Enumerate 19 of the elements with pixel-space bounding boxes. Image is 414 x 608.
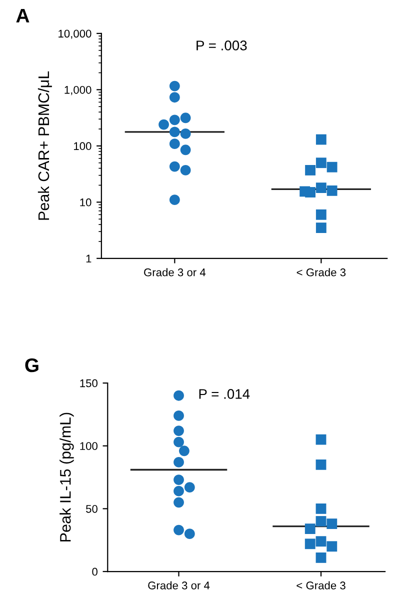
y-tick-label: 10	[80, 198, 92, 206]
y-axis-title: Peak IL-15 (pg/mL)	[60, 412, 74, 542]
x-tick-label: Grade 3 or 4	[144, 268, 206, 276]
y-axis-title: Peak CAR+ PBMC/μL	[38, 71, 52, 220]
x-tick-label: < Grade 3	[296, 581, 346, 590]
y-tick-label: 150	[80, 379, 98, 388]
y-tick-label: 1,000	[64, 86, 92, 96]
y-tick-label: 100	[74, 142, 92, 150]
y-tick-label: 50	[86, 504, 98, 513]
annotation: P = .003	[196, 40, 247, 50]
x-tick-label: Grade 3 or 4	[148, 581, 210, 590]
y-tick-label: 10,000	[58, 30, 92, 39]
chart-title: A	[16, 8, 30, 22]
y-tick-label: 1	[86, 254, 92, 262]
chart-title: G	[25, 358, 38, 372]
annotation: P = .014	[199, 389, 250, 399]
y-tick-label: 100	[80, 442, 98, 450]
y-tick-label: 0	[92, 568, 98, 576]
x-tick-label: < Grade 3	[296, 268, 346, 276]
